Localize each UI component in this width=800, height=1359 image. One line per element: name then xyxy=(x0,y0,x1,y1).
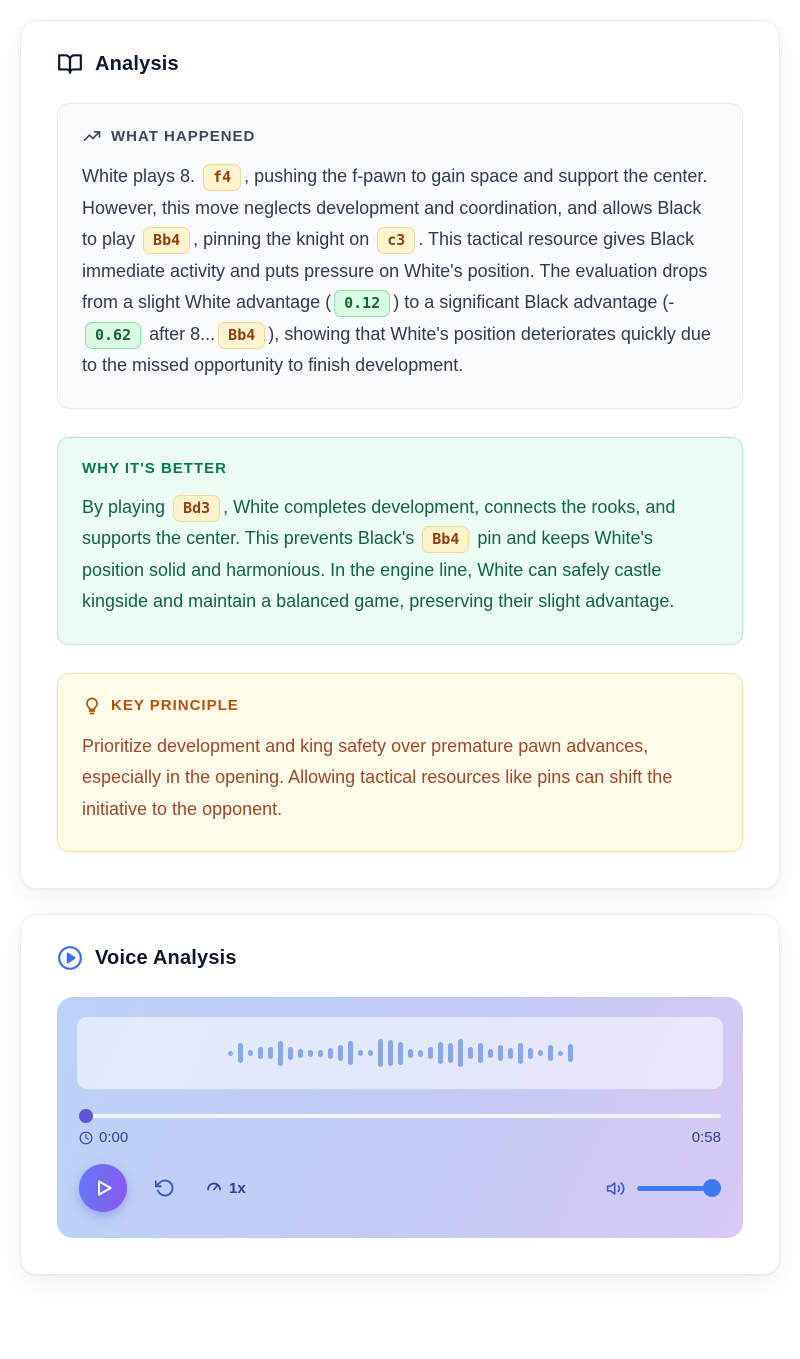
waveform-bar xyxy=(447,1043,453,1063)
current-time: 0:00 xyxy=(79,1129,128,1146)
waveform-bar xyxy=(487,1048,493,1058)
waveform-bar xyxy=(357,1050,363,1056)
what-happened-text: White plays 8. f4, pushing the f-pawn to… xyxy=(82,164,711,375)
book-open-icon xyxy=(58,54,82,74)
waveform-bar xyxy=(317,1049,323,1057)
waveform-bar xyxy=(507,1047,513,1059)
analysis-card-title: Analysis xyxy=(95,52,179,75)
progress-slider[interactable] xyxy=(79,1109,721,1123)
why-better-label: WHY IT'S BETTER xyxy=(82,459,227,477)
rotate-ccw-icon xyxy=(155,1179,174,1197)
audio-player: 0:00 0:58 xyxy=(57,997,743,1238)
eval-badge: 0.12 xyxy=(334,290,391,317)
volume-fill xyxy=(637,1186,721,1191)
what-happened-header: WHAT HAPPENED xyxy=(82,126,718,146)
waveform-bar xyxy=(297,1048,303,1058)
waveform-bar xyxy=(307,1049,313,1057)
waveform-bar xyxy=(287,1046,293,1060)
waveform-bar xyxy=(267,1047,273,1059)
waveform-bar xyxy=(227,1050,233,1056)
waveform-bar xyxy=(437,1042,443,1064)
why-better-header: WHY IT'S BETTER xyxy=(82,460,718,477)
speed-label: 1x xyxy=(229,1179,246,1197)
time-row: 0:00 0:58 xyxy=(79,1129,721,1146)
waveform-bar xyxy=(397,1041,403,1065)
waveform-bar xyxy=(547,1045,553,1061)
what-happened-section: WHAT HAPPENED White plays 8. f4, pushing… xyxy=(57,103,743,409)
waveform-bar xyxy=(257,1047,263,1059)
waveform-bar xyxy=(537,1050,543,1056)
restart-button[interactable] xyxy=(155,1178,175,1198)
move-badge: Bb4 xyxy=(218,321,266,349)
move-badge: c3 xyxy=(377,227,416,254)
waveform[interactable] xyxy=(77,1017,723,1089)
voice-card-header: Voice Analysis xyxy=(57,945,743,971)
key-principle-text: Prioritize development and king safety o… xyxy=(82,735,673,819)
waveform-bar xyxy=(417,1049,423,1057)
move-badge: Bb4 xyxy=(422,526,470,553)
what-happened-label: WHAT HAPPENED xyxy=(111,127,256,145)
duration-value: 0:58 xyxy=(691,1129,721,1146)
waveform-bar xyxy=(277,1040,283,1066)
waveform-bar xyxy=(517,1042,523,1064)
trending-up-icon xyxy=(83,131,101,141)
waveform-bar xyxy=(457,1039,463,1067)
key-principle-label: KEY PRINCIPLE xyxy=(111,697,239,714)
progress-thumb[interactable] xyxy=(79,1109,93,1123)
analysis-card-header: Analysis xyxy=(57,51,743,77)
waveform-bar xyxy=(567,1044,573,1062)
waveform-bar xyxy=(477,1043,483,1063)
waveform-bar xyxy=(427,1047,433,1059)
waveform-bar xyxy=(557,1050,563,1056)
volume-slider[interactable] xyxy=(637,1179,721,1197)
clock-icon xyxy=(79,1131,93,1144)
speed-control[interactable]: 1x xyxy=(205,1179,246,1197)
move-badge: f4 xyxy=(203,164,242,191)
voice-analysis-card: Voice Analysis 0:00 0:58 xyxy=(20,914,780,1275)
volume-icon[interactable] xyxy=(606,1179,625,1198)
volume-thumb[interactable] xyxy=(703,1179,721,1197)
why-better-section: WHY IT'S BETTER By playing Bd3, White co… xyxy=(57,436,743,645)
key-principle-section: KEY PRINCIPLE Prioritize development and… xyxy=(57,672,743,852)
waveform-bar xyxy=(337,1045,343,1061)
waveform-bar xyxy=(237,1043,243,1063)
waveform-bar xyxy=(407,1048,413,1058)
move-badge: Bd3 xyxy=(173,494,221,522)
key-principle-header: KEY PRINCIPLE xyxy=(82,696,718,716)
voice-card-title: Voice Analysis xyxy=(95,946,237,969)
controls-row: 1x xyxy=(79,1164,721,1212)
waveform-bar xyxy=(347,1041,353,1065)
analysis-card: Analysis WHAT HAPPENED White plays 8. f4… xyxy=(20,20,780,889)
play-icon xyxy=(98,1180,112,1196)
waveform-bar xyxy=(387,1040,393,1066)
waveform-bar xyxy=(247,1050,253,1056)
waveform-bar xyxy=(367,1050,373,1056)
page: Analysis WHAT HAPPENED White plays 8. f4… xyxy=(20,20,780,1275)
waveform-bar xyxy=(467,1047,473,1059)
eval-badge: 0.62 xyxy=(85,321,142,349)
gauge-icon xyxy=(207,1182,221,1191)
waveform-bar xyxy=(527,1047,533,1059)
volume-control xyxy=(606,1179,721,1198)
play-button[interactable] xyxy=(79,1164,127,1212)
play-circle-icon xyxy=(58,946,82,970)
current-time-value: 0:00 xyxy=(99,1129,129,1146)
why-better-text: By playing Bd3, White completes developm… xyxy=(82,494,676,611)
progress-track xyxy=(79,1114,721,1118)
waveform-bar xyxy=(327,1047,333,1059)
lightbulb-icon xyxy=(86,697,98,714)
waveform-bar xyxy=(377,1039,383,1067)
waveform-bar xyxy=(497,1045,503,1061)
move-badge: Bb4 xyxy=(143,227,191,254)
